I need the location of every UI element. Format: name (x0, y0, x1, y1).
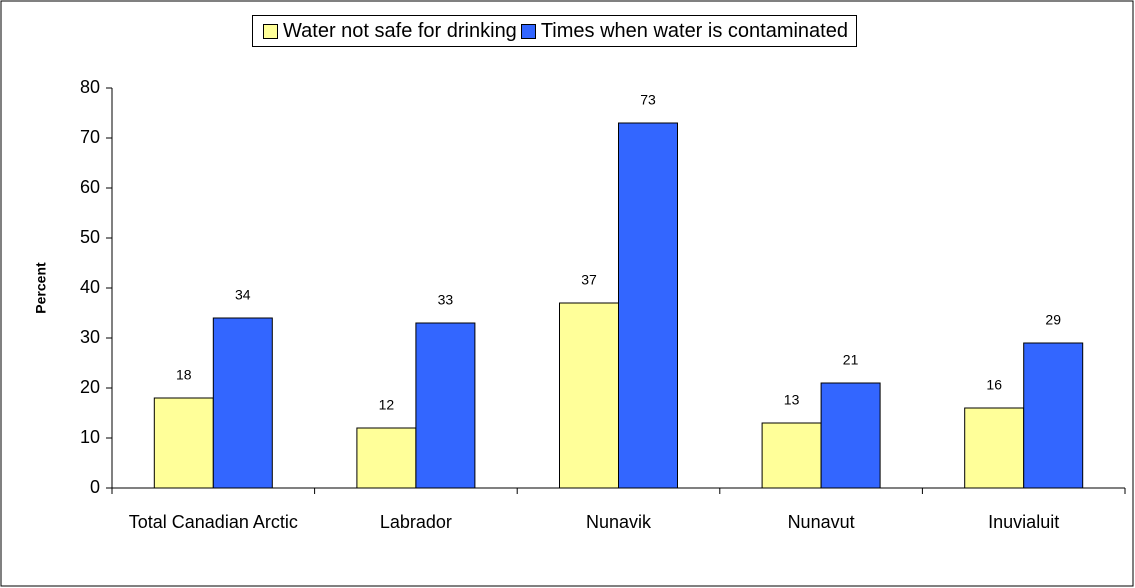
y-tick-label: 10 (80, 427, 100, 447)
data-label: 29 (1045, 312, 1061, 328)
x-tick-label: Inuvialuit (988, 512, 1060, 532)
y-tick-label: 40 (80, 277, 100, 297)
y-tick-label: 30 (80, 327, 100, 347)
bar (1023, 342, 1084, 489)
bar (618, 122, 678, 489)
x-tick-label: Nunavut (787, 512, 855, 532)
x-tick-label: Total Canadian Arctic (128, 512, 298, 532)
bar (153, 397, 214, 489)
bar (964, 407, 1025, 489)
y-axis-label: Percent (33, 262, 49, 314)
y-tick-label: 20 (80, 377, 100, 397)
y-tick-label: 80 (80, 77, 100, 97)
data-label: 33 (438, 292, 454, 308)
data-label: 73 (640, 92, 656, 108)
y-tick-label: 60 (80, 177, 100, 197)
legend-swatch (520, 23, 536, 39)
y-tick-label: 0 (90, 477, 100, 497)
data-label: 37 (581, 272, 597, 288)
data-label: 21 (843, 352, 859, 368)
legend: Water not safe for drinking Times when wa… (252, 15, 857, 47)
x-tick-label: Nunavik (585, 512, 652, 532)
legend-label: Water not safe for drinking (283, 19, 517, 42)
legend-swatch (263, 23, 278, 39)
data-label: 16 (986, 377, 1002, 393)
data-label: 13 (784, 392, 800, 408)
bar (559, 302, 619, 489)
y-tick-label: 50 (80, 227, 100, 247)
x-tick-label: Labrador (379, 512, 452, 532)
bar (820, 382, 881, 489)
bar (356, 427, 417, 489)
data-label: 12 (379, 397, 395, 413)
data-label: 18 (176, 367, 192, 383)
bar (212, 317, 273, 489)
legend-label: Times when water is contaminated (540, 19, 848, 42)
y-tick-label: 70 (80, 127, 100, 147)
bar (761, 422, 822, 489)
bar (415, 322, 476, 489)
data-label: 34 (235, 287, 251, 303)
